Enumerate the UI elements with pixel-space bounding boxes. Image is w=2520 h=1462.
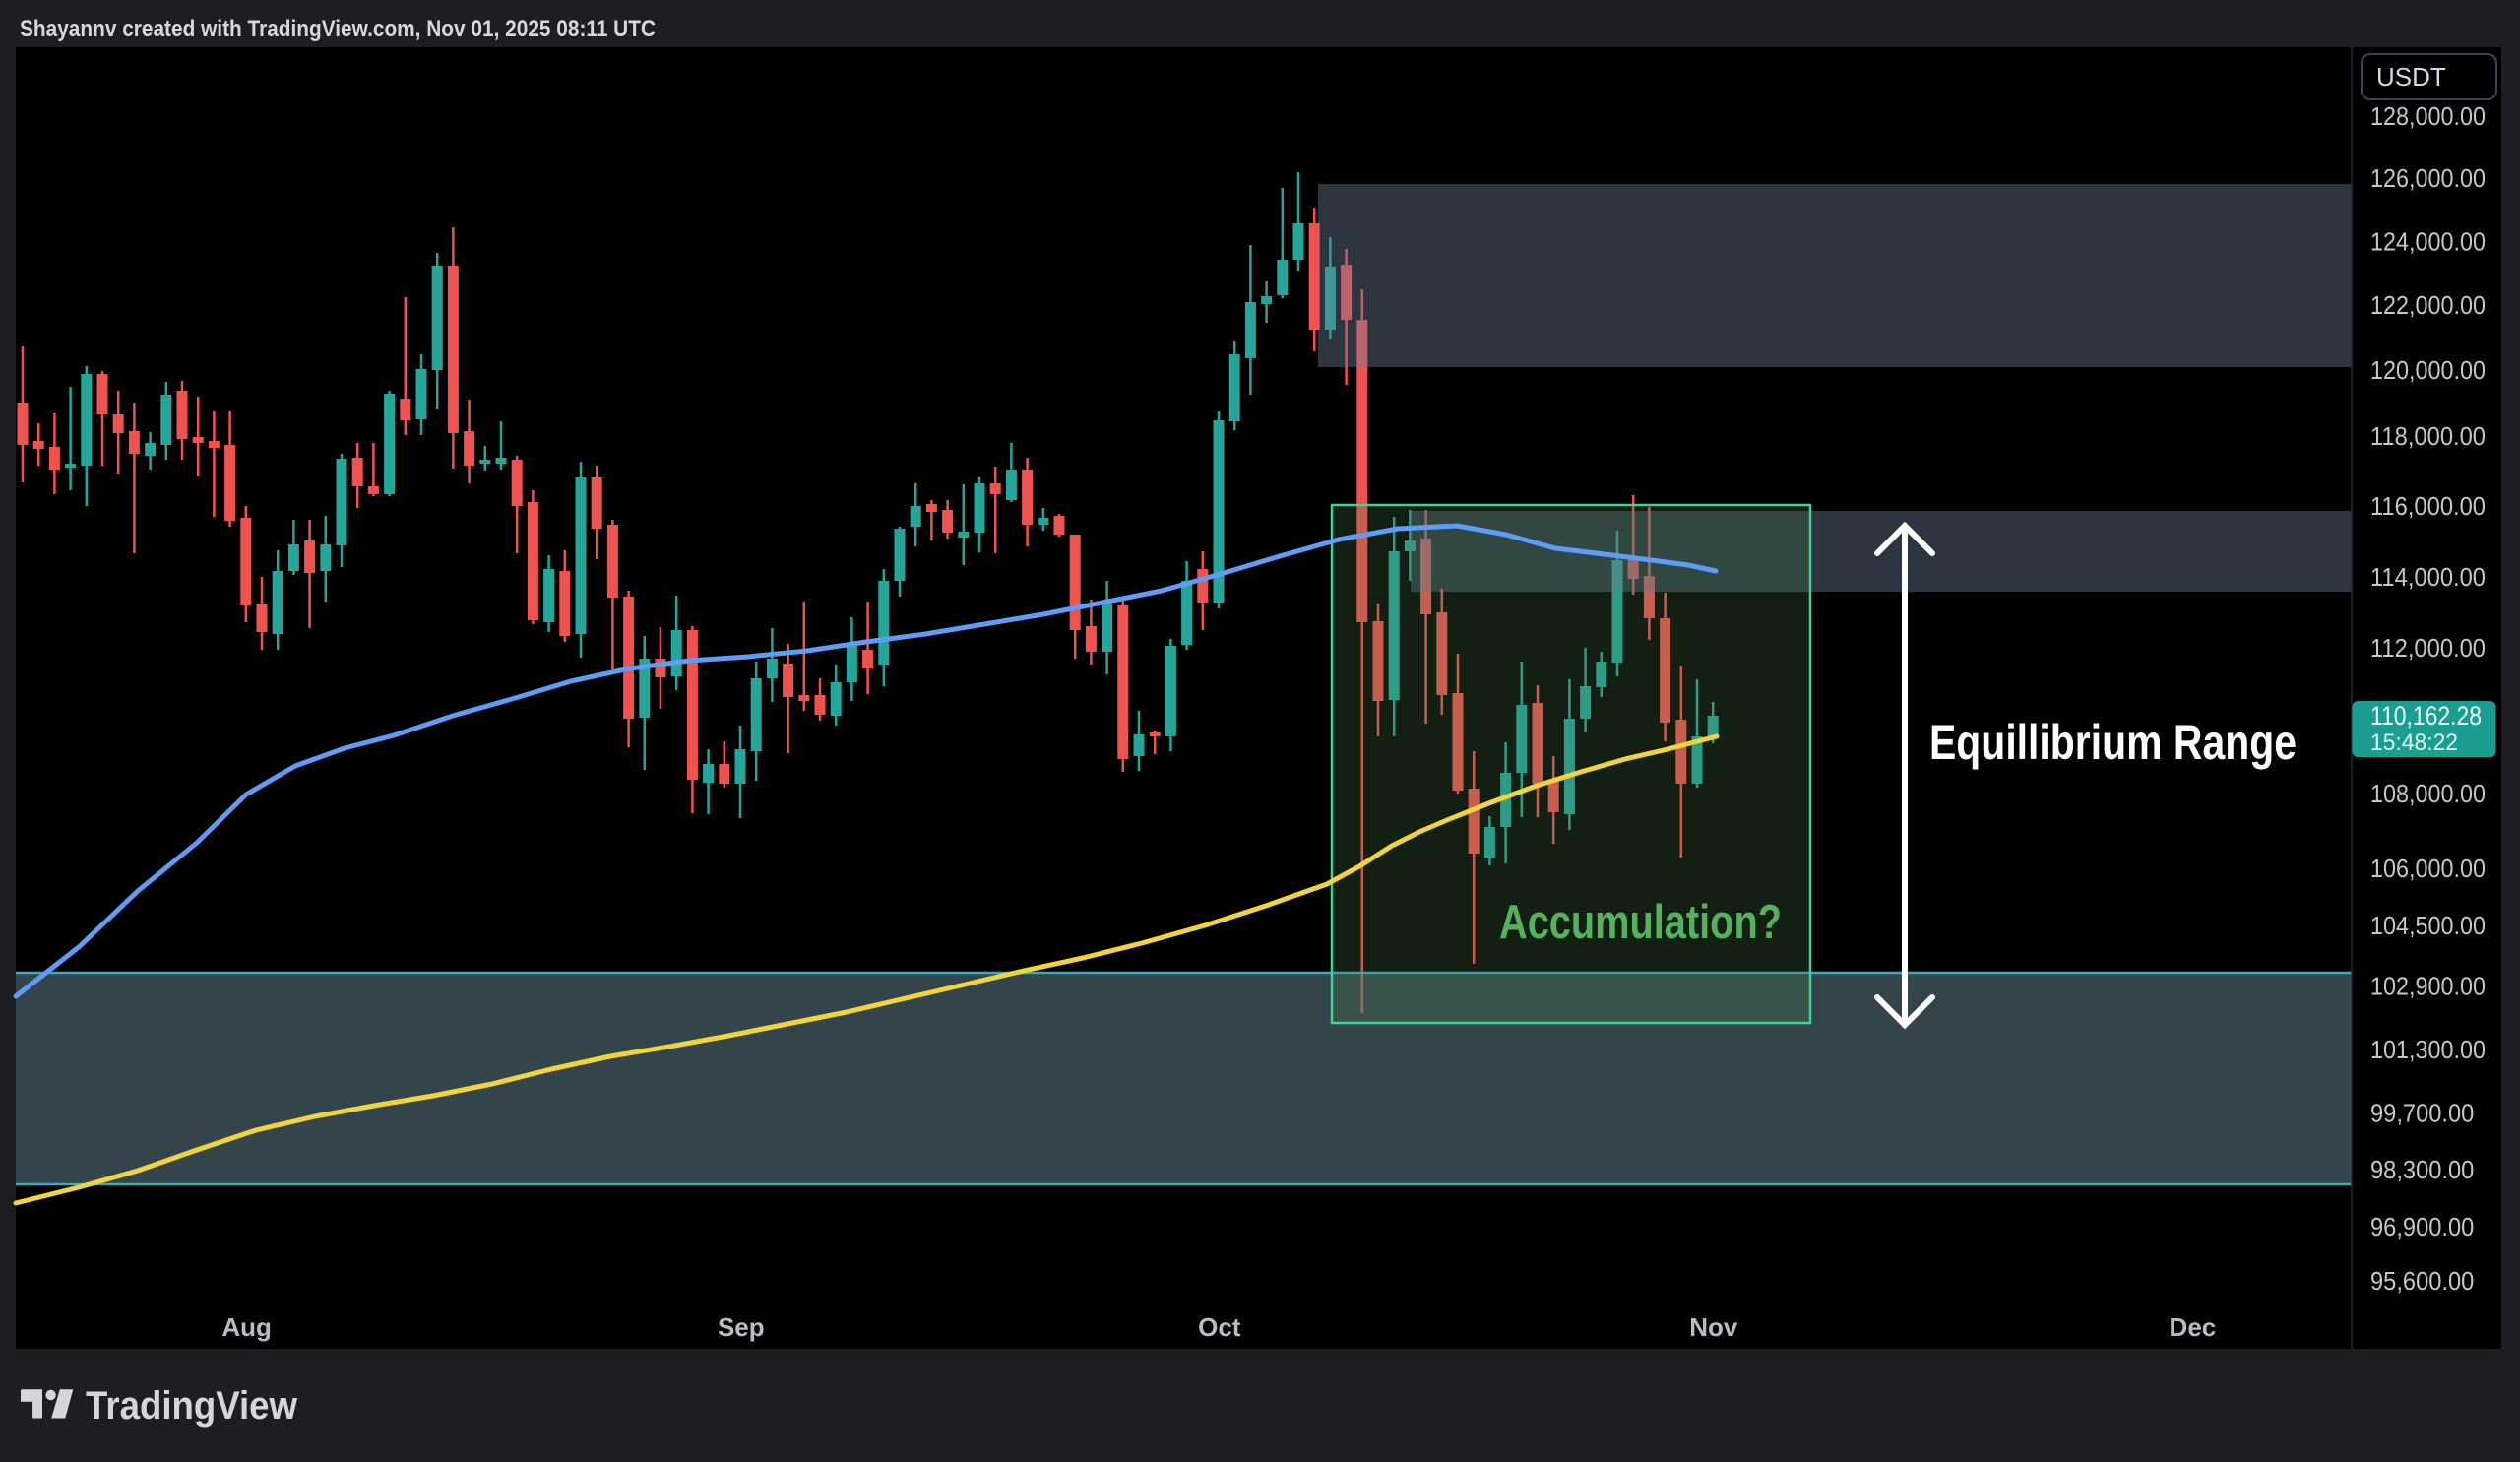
svg-text:114,000.00: 114,000.00 <box>2370 562 2486 592</box>
svg-text:108,000.00: 108,000.00 <box>2370 779 2486 808</box>
svg-text:101,300.00: 101,300.00 <box>2370 1035 2486 1064</box>
svg-text:112,000.00: 112,000.00 <box>2370 633 2486 663</box>
svg-text:122,000.00: 122,000.00 <box>2370 290 2486 320</box>
svg-text:110,162.28: 110,162.28 <box>2370 701 2482 731</box>
svg-text:TradingView: TradingView <box>86 1384 298 1428</box>
svg-text:Equillibrium Range: Equillibrium Range <box>1929 715 2297 770</box>
svg-text:120,000.00: 120,000.00 <box>2370 355 2486 385</box>
svg-text:106,000.00: 106,000.00 <box>2370 854 2486 883</box>
svg-text:98,300.00: 98,300.00 <box>2370 1155 2474 1184</box>
svg-text:128,000.00: 128,000.00 <box>2370 101 2486 131</box>
svg-text:Accumulation?: Accumulation? <box>1499 896 1782 949</box>
svg-text:96,900.00: 96,900.00 <box>2370 1212 2474 1241</box>
svg-text:Dec: Dec <box>2170 1312 2217 1342</box>
svg-text:102,900.00: 102,900.00 <box>2370 972 2486 1001</box>
svg-text:99,700.00: 99,700.00 <box>2370 1099 2474 1128</box>
svg-text:118,000.00: 118,000.00 <box>2370 421 2486 451</box>
svg-text:116,000.00: 116,000.00 <box>2370 491 2486 521</box>
svg-text:95,600.00: 95,600.00 <box>2370 1266 2474 1296</box>
svg-text:126,000.00: 126,000.00 <box>2370 163 2486 193</box>
svg-text:USDT: USDT <box>2376 62 2446 92</box>
svg-text:15:48:22: 15:48:22 <box>2370 730 2458 756</box>
svg-text:124,000.00: 124,000.00 <box>2370 227 2486 257</box>
svg-text:Sep: Sep <box>718 1312 765 1342</box>
svg-text:Oct: Oct <box>1198 1312 1241 1342</box>
svg-text:Shayannv created with TradingV: Shayannv created with TradingView.com, N… <box>20 16 656 42</box>
svg-text:104,500.00: 104,500.00 <box>2370 911 2486 940</box>
svg-text:Aug: Aug <box>221 1312 272 1342</box>
svg-text:Nov: Nov <box>1689 1312 1738 1342</box>
